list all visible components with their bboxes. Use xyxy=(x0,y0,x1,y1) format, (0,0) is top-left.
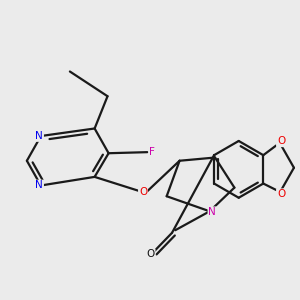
Text: O: O xyxy=(139,187,147,197)
Text: O: O xyxy=(277,189,285,199)
Text: N: N xyxy=(208,207,216,217)
Text: N: N xyxy=(35,131,43,141)
Text: O: O xyxy=(277,136,285,146)
Text: O: O xyxy=(146,249,155,259)
Text: N: N xyxy=(35,181,43,190)
Text: F: F xyxy=(149,147,155,157)
